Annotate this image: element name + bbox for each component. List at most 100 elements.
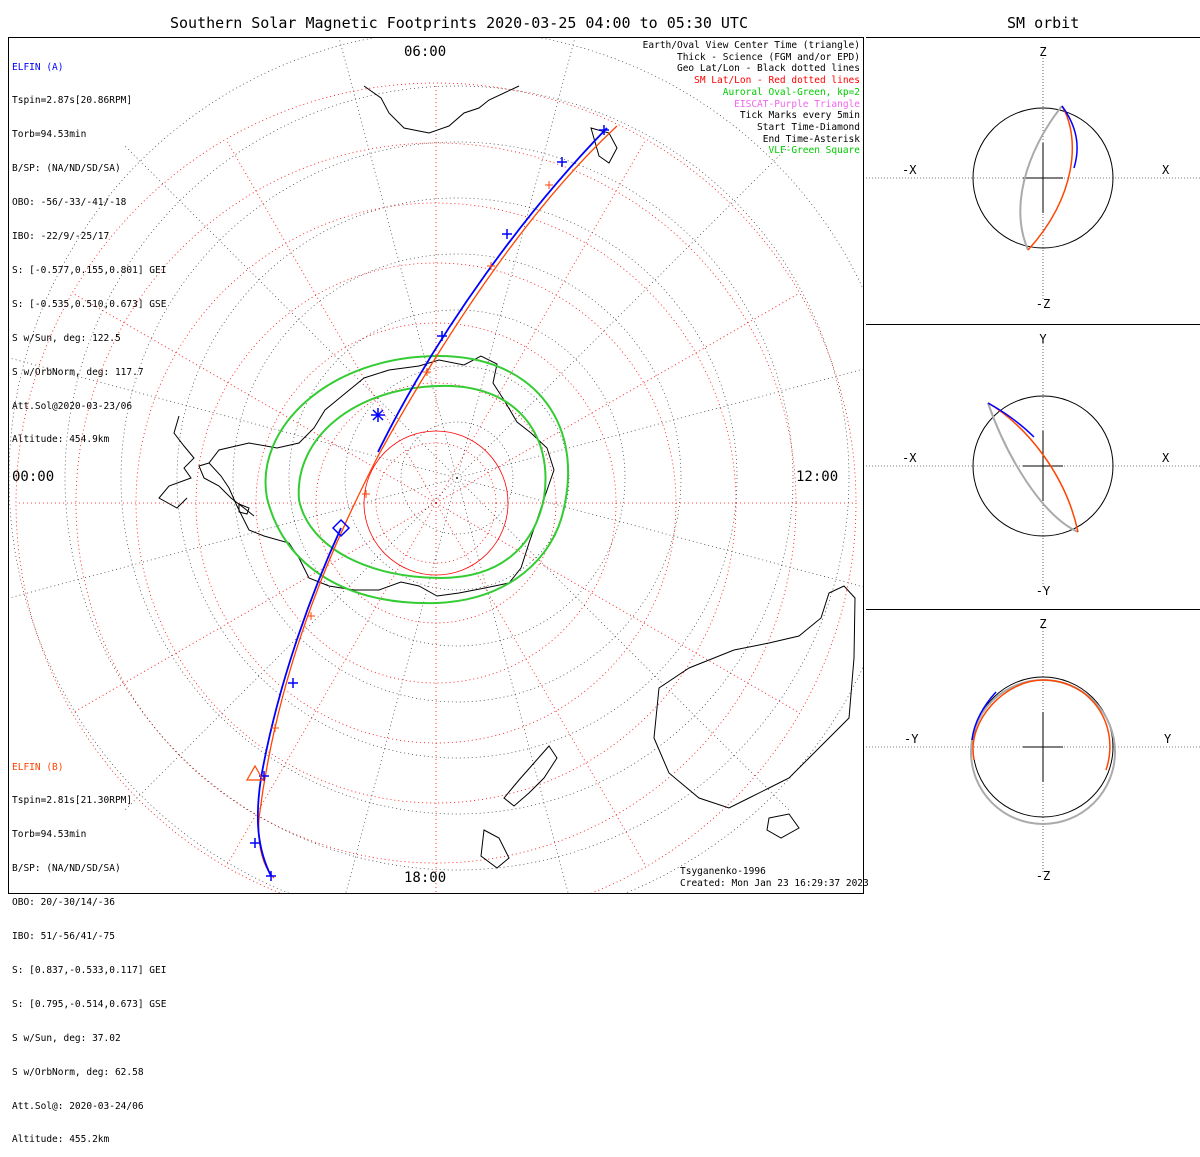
legend-item: End Time-Asterisk — [762, 133, 860, 145]
tasmania-coast — [766, 813, 800, 839]
map-title: Southern Solar Magnetic Footprints 2020-… — [170, 14, 748, 32]
antarctic-peninsula — [198, 462, 255, 517]
elfin-a-line: S: [-0.577,0.155,0.801] GEI — [12, 264, 167, 276]
new-zealand-coast — [503, 745, 558, 807]
axis-label-left: -X — [902, 451, 917, 465]
coastlines — [158, 85, 856, 869]
legend-item: EISCAT-Purple Triangle — [734, 98, 860, 110]
elfin-a-line: OBO: -56/-33/-41/-18 — [12, 197, 127, 209]
sm-lon-line — [435, 292, 800, 504]
mlt-label-right: 12:00 — [796, 469, 839, 485]
elfin-b-line: Att.Sol@: 2020-03-24/06 — [12, 1100, 144, 1112]
geo-lat-circle — [64, 85, 850, 871]
elfin-a-line: Att.Sol@2020-03-23/06 — [12, 400, 133, 412]
axis-label-right: X — [1162, 163, 1170, 177]
new-zealand-north — [480, 829, 510, 869]
orbit-panel-xy: Y -Y -X X — [866, 324, 1200, 609]
legend-item: Thick - Science (FGM and/or EPD) — [676, 51, 860, 63]
legend: Earth/Oval View Center Time (triangle) T… — [643, 40, 860, 157]
axis-label-left: -Y — [904, 732, 919, 746]
legend-item: Tick Marks every 5min — [739, 110, 860, 122]
elfin-a-line: Torb=94.53min — [12, 129, 87, 141]
elfin-b-line: S w/Sun, deg: 37.02 — [12, 1032, 121, 1044]
elfin-a-line: Altitude: 454.9km — [12, 434, 110, 446]
axis-label-right: X — [1162, 451, 1170, 465]
elfin-a-track-south — [256, 527, 342, 877]
axis-label-top: Z — [1039, 45, 1046, 59]
legend-item: Earth/Oval View Center Time (triangle) — [642, 40, 860, 51]
mlt-label-bottom: 18:00 — [404, 870, 447, 886]
elfin-a-line: S w/OrbNorm, deg: 117.7 — [12, 366, 144, 378]
geo-lon-line — [456, 477, 579, 933]
elfin-b-line: IBO: 51/-56/41/-75 — [12, 931, 115, 943]
geo-lon-line — [456, 477, 790, 811]
madagascar-coast — [590, 127, 618, 164]
geo-lon-line — [335, 477, 458, 933]
elfin-b-line: S: [0.795,-0.514,0.673] GSE — [12, 998, 167, 1010]
elfin-b-line: S w/OrbNorm, deg: 62.58 — [12, 1066, 144, 1078]
elfin-a-line: Tspin=2.87s[20.86RPM] — [12, 95, 133, 107]
mlt-label-left: 00:00 — [12, 469, 55, 485]
geo-lon-line — [456, 356, 912, 479]
elfin-b-name: ELFIN (B) — [12, 761, 64, 773]
footprint-map — [2, 23, 912, 933]
legend-item: VLF-Green Square — [768, 145, 860, 157]
elfin-a-line: B/SP: (NA/ND/SD/SA) — [12, 163, 121, 175]
elfin-b-center-triangle — [245, 764, 265, 781]
geo-lon-line — [124, 145, 458, 479]
axis-label-bottom: -Z — [1036, 869, 1050, 883]
elfin-a-end-asterisk — [371, 408, 385, 422]
orbit-panel-xz: Z -Z -X X — [866, 37, 1200, 324]
elfin-a-track-north — [377, 127, 608, 453]
elfin-a-line: S w/Sun, deg: 122.5 — [12, 332, 121, 344]
geo-lon-line — [124, 477, 458, 811]
orbit-panel-yz: Z -Z -Y Y — [866, 609, 1200, 894]
geo-lon-line — [456, 477, 912, 600]
sm-lon-line — [72, 502, 437, 714]
polar-map-svg — [2, 23, 912, 933]
elfin-b-line: Altitude: 455.2km — [12, 1134, 110, 1146]
legend-item: Geo Lat/Lon - Black dotted lines — [676, 63, 860, 75]
credits: Tsyganenko-1996 Created: Mon Jan 23 16:29… — [680, 866, 869, 889]
elfin-b-line: Torb=94.53min — [12, 829, 87, 841]
axis-label-right: Y — [1164, 732, 1172, 746]
australia-coast — [653, 585, 856, 809]
axis-label-top: Y — [1039, 332, 1047, 346]
elfin-b-line: B/SP: (NA/ND/SD/SA) — [12, 863, 121, 875]
elfin-b-line: S: [0.837,-0.533,0.117] GEI — [12, 964, 167, 976]
model-credit: Tsyganenko-1996 — [680, 866, 766, 877]
sm-lat-circle — [15, 82, 857, 924]
elfin-b-line: OBO: 20/-30/14/-36 — [12, 897, 115, 909]
auroral-oval-inner — [297, 384, 547, 580]
axis-label-bottom: -Z — [1036, 297, 1050, 311]
markers — [245, 408, 385, 781]
footprint-tracks — [250, 125, 618, 881]
africa-coast — [363, 85, 520, 134]
geo-lat-circle — [288, 309, 626, 647]
axis-label-left: -X — [902, 163, 917, 177]
geo-lat-circle — [176, 197, 738, 759]
sm-lon-line — [435, 502, 800, 714]
sm-inner-circle — [363, 430, 509, 576]
antarctica-coast — [208, 355, 555, 597]
sm-grid — [15, 82, 857, 924]
elfin-a-name: ELFIN (A) — [12, 61, 64, 73]
auroral-oval-outer — [264, 354, 570, 605]
legend-item: Auroral Oval-Green, kp=2 — [722, 86, 860, 98]
elfin-a-line: IBO: -22/9/-25/17 — [12, 231, 110, 243]
orbit-xz-svg: Z -Z -X X — [866, 45, 1200, 311]
axis-label-top: Z — [1039, 617, 1046, 631]
elfin-a-info: ELFIN (A) Tspin=2.87s[20.86RPM] Torb=94.… — [12, 39, 166, 457]
geo-lat-circle — [120, 141, 794, 815]
elfin-b-info: ELFIN (B) Tspin=2.81s[21.30RPM] Torb=94.… — [12, 739, 166, 1157]
elfin-a-line: S: [-0.535,0.510,0.673] GSE — [12, 298, 167, 310]
geo-lat-circle — [232, 253, 682, 703]
orbit-title: SM orbit — [1007, 14, 1080, 32]
geo-lon-line — [335, 23, 458, 479]
created-credit: Created: Mon Jan 23 16:29:37 2023 — [680, 877, 869, 889]
orbit-yz-svg: Z -Z -Y Y — [866, 617, 1200, 883]
elfin-b-track — [258, 125, 618, 879]
elfin-a-start-diamond — [331, 518, 351, 538]
geo-lat-circle — [400, 421, 514, 535]
orbit-xy-svg: Y -Y -X X — [866, 332, 1200, 598]
